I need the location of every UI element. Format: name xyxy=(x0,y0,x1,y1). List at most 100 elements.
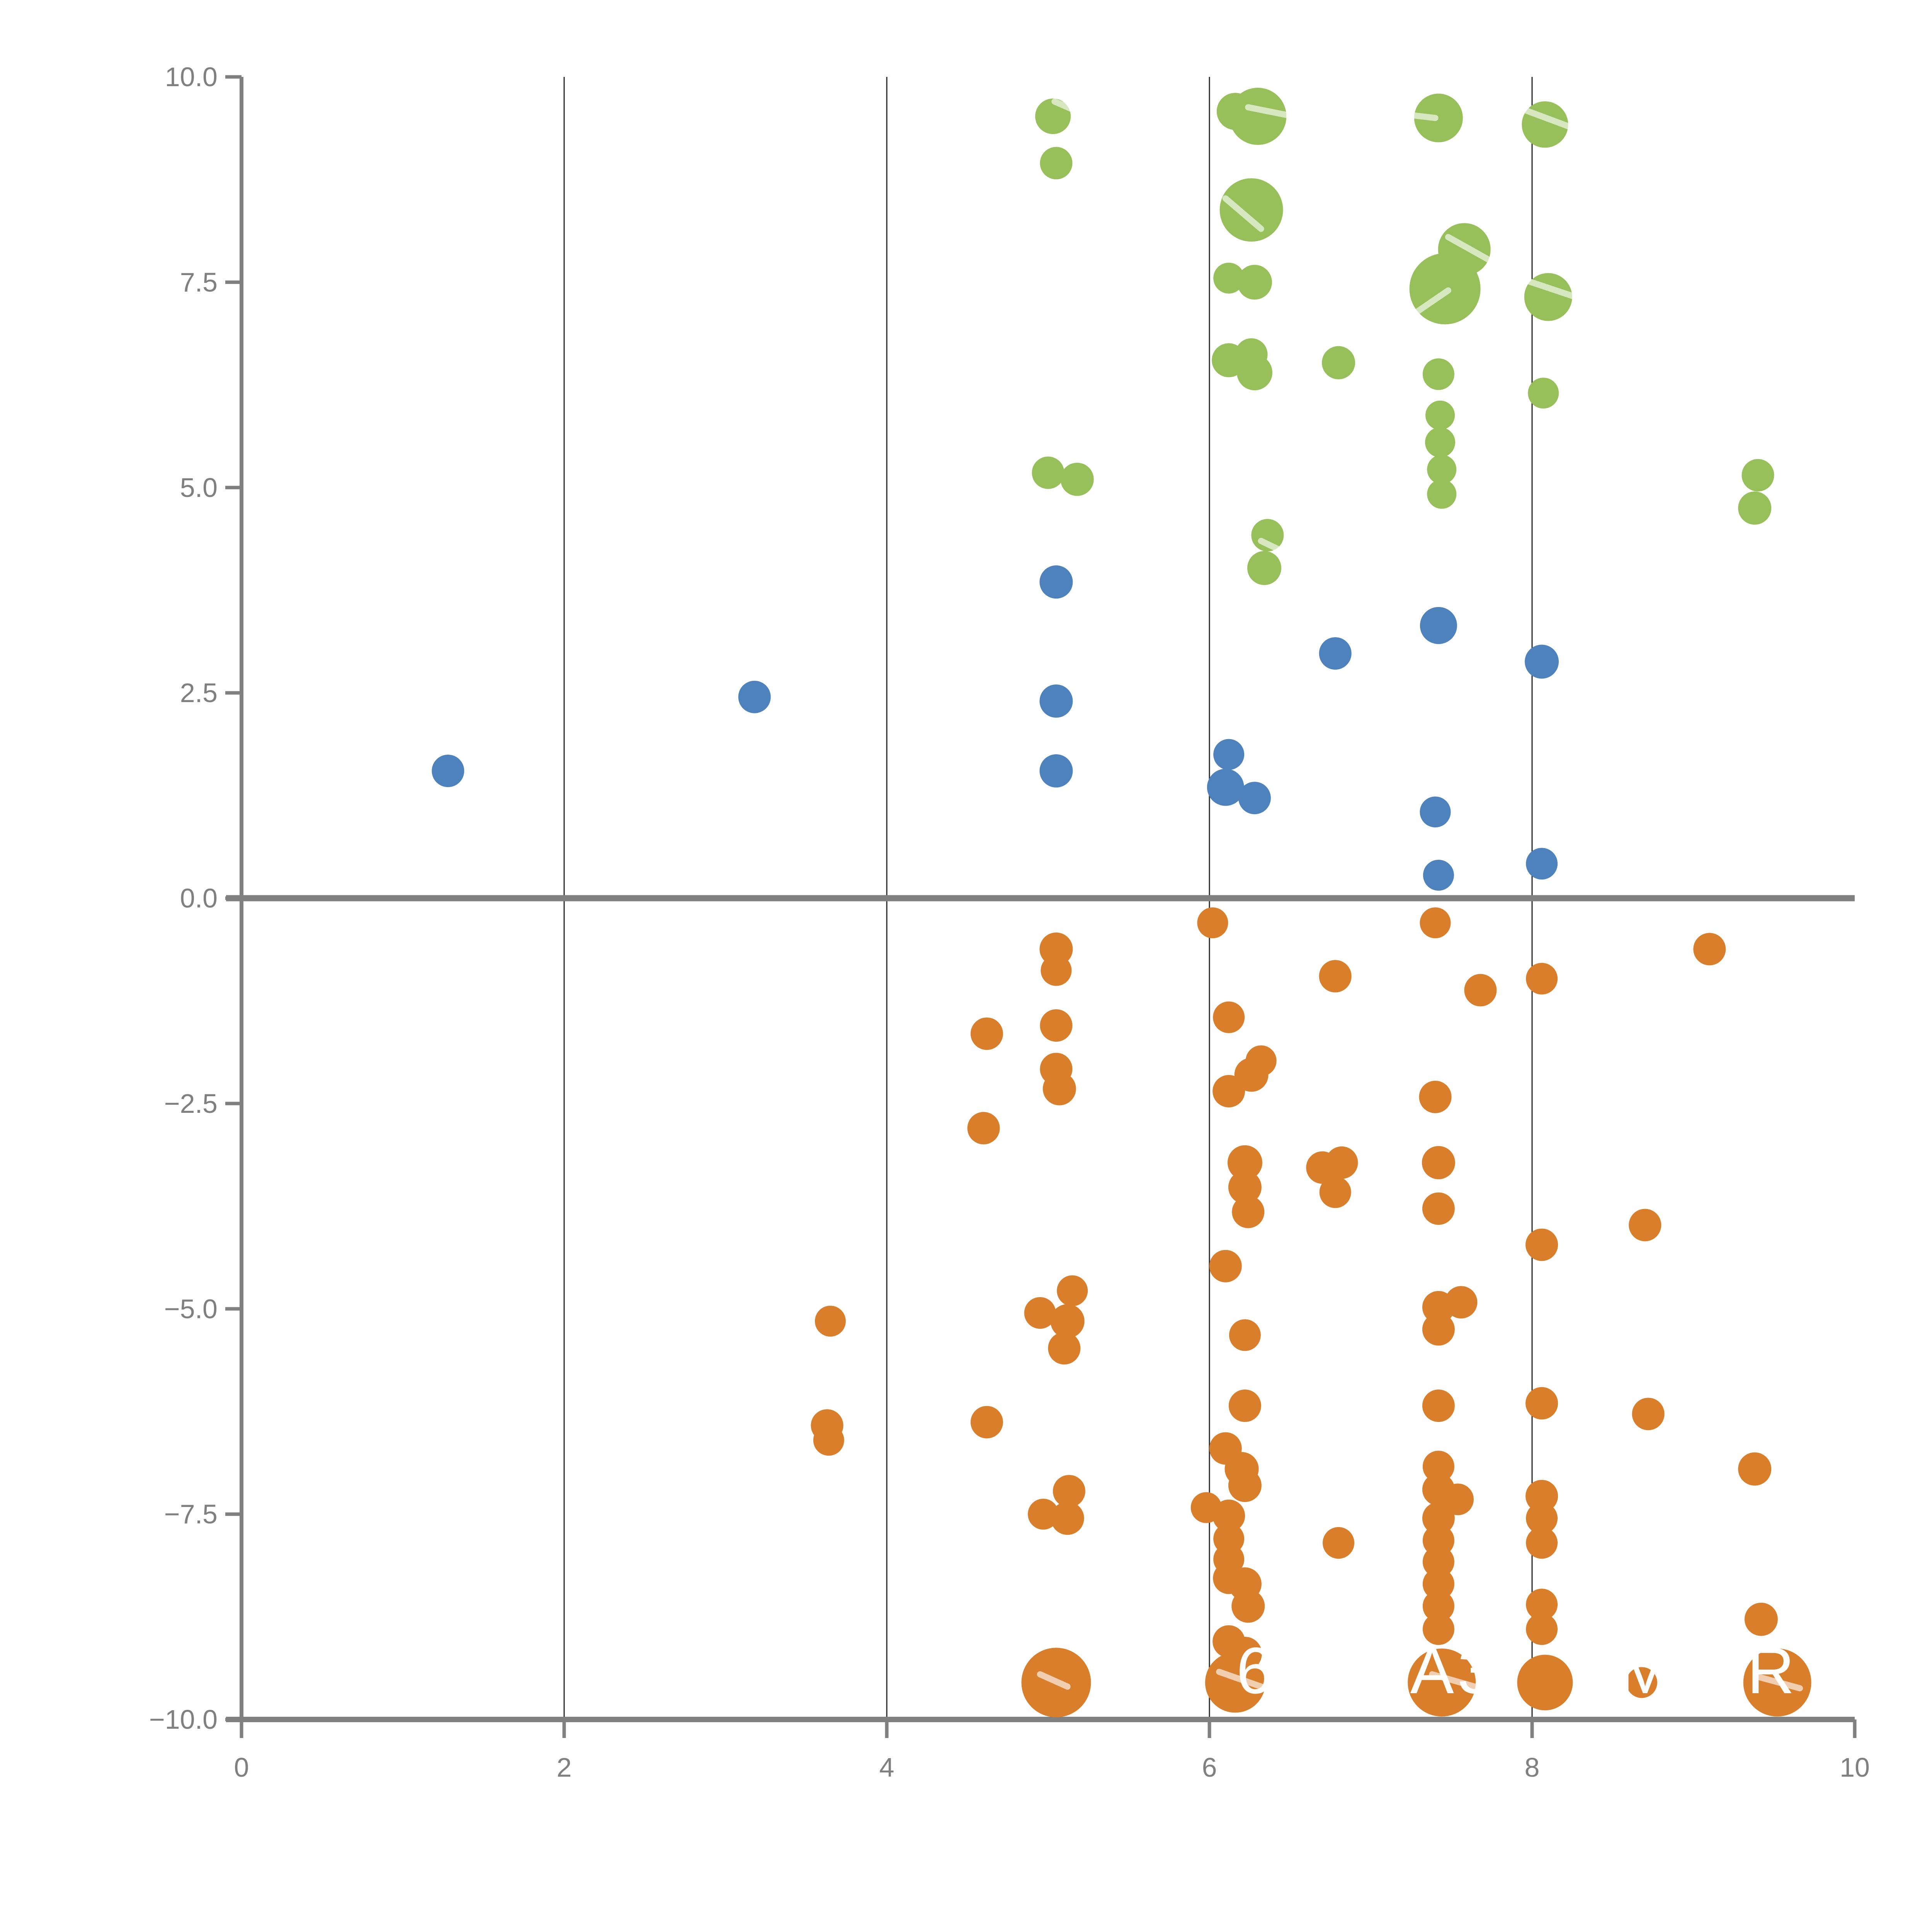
data-point-orange-29[interactable] xyxy=(1228,1389,1261,1422)
data-point-orange-10[interactable] xyxy=(1043,1072,1076,1105)
data-point-orange-66[interactable] xyxy=(1464,974,1497,1007)
data-points-group[interactable] xyxy=(432,88,1811,1718)
data-point-orange-47[interactable] xyxy=(1323,1527,1354,1559)
data-point-blue-1[interactable] xyxy=(738,680,771,713)
data-point-orange-79[interactable] xyxy=(1693,933,1726,966)
data-point-orange-7[interactable] xyxy=(1041,955,1072,986)
data-point-orange-51[interactable] xyxy=(1422,1192,1455,1225)
data-point-green-27[interactable] xyxy=(1738,491,1772,525)
data-point-orange-25[interactable] xyxy=(1228,1170,1262,1204)
data-point-orange-5[interactable] xyxy=(970,1406,1003,1439)
data-point-orange-3[interactable] xyxy=(970,1017,1003,1050)
data-point-orange-73[interactable] xyxy=(1526,1588,1558,1621)
data-point-orange-68[interactable] xyxy=(1526,1228,1558,1261)
data-point-orange-11[interactable] xyxy=(1057,1275,1088,1306)
data-point-orange-0[interactable] xyxy=(815,1306,846,1337)
data-point-orange-69[interactable] xyxy=(1526,1387,1558,1420)
data-point-orange-55[interactable] xyxy=(1422,1389,1455,1422)
data-point-green-13[interactable] xyxy=(1032,456,1065,489)
data-point-orange-42[interactable] xyxy=(1205,1652,1265,1713)
data-point-green-6[interactable] xyxy=(1237,265,1272,300)
data-point-green-22[interactable] xyxy=(1427,479,1457,509)
data-point-orange-46[interactable] xyxy=(1319,1176,1351,1208)
data-point-orange-4[interactable] xyxy=(967,1112,1000,1145)
data-point-orange-64[interactable] xyxy=(1422,1613,1454,1645)
data-point-orange-26[interactable] xyxy=(1232,1196,1265,1228)
data-point-orange-81[interactable] xyxy=(1744,1602,1778,1636)
data-point-blue-13[interactable] xyxy=(1526,848,1558,880)
y-tick-label-7: 7.5 xyxy=(180,267,218,297)
data-point-orange-77[interactable] xyxy=(1632,1398,1665,1430)
data-point-green-15[interactable] xyxy=(1414,94,1463,143)
data-point-orange-76[interactable] xyxy=(1629,1209,1662,1242)
data-point-green-25[interactable] xyxy=(1528,378,1559,409)
data-point-blue-9[interactable] xyxy=(1420,607,1457,644)
data-point-orange-65[interactable] xyxy=(1408,1648,1476,1717)
data-point-orange-8[interactable] xyxy=(1040,1009,1073,1042)
data-point-orange-56[interactable] xyxy=(1422,1451,1454,1483)
data-point-orange-62[interactable] xyxy=(1422,1568,1454,1600)
data-point-orange-78[interactable] xyxy=(1626,1667,1657,1698)
data-point-blue-10[interactable] xyxy=(1420,796,1451,828)
data-point-blue-11[interactable] xyxy=(1423,859,1454,891)
data-point-orange-43[interactable] xyxy=(1319,960,1352,993)
data-point-green-3[interactable] xyxy=(1229,88,1287,145)
data-point-green-19[interactable] xyxy=(1425,400,1455,430)
data-point-orange-23[interactable] xyxy=(1245,1045,1277,1077)
data-point-orange-2[interactable] xyxy=(813,1425,844,1456)
data-point-orange-13[interactable] xyxy=(1050,1304,1085,1338)
data-point-green-21[interactable] xyxy=(1427,454,1457,484)
data-point-orange-28[interactable] xyxy=(1229,1319,1261,1351)
data-point-orange-32[interactable] xyxy=(1228,1469,1262,1502)
data-point-blue-5[interactable] xyxy=(1213,739,1245,770)
data-point-green-12[interactable] xyxy=(1247,551,1281,585)
data-point-orange-54[interactable] xyxy=(1422,1313,1455,1346)
data-point-blue-3[interactable] xyxy=(1039,684,1073,718)
data-point-orange-14[interactable] xyxy=(1048,1332,1081,1365)
data-point-blue-4[interactable] xyxy=(1039,754,1073,788)
data-point-orange-34[interactable] xyxy=(1213,1499,1245,1532)
data-point-blue-8[interactable] xyxy=(1319,637,1352,670)
data-point-orange-39[interactable] xyxy=(1231,1589,1265,1623)
data-point-green-10[interactable] xyxy=(1322,346,1355,379)
data-point-orange-63[interactable] xyxy=(1422,1590,1454,1622)
data-point-orange-17[interactable] xyxy=(1051,1502,1084,1535)
data-point-blue-0[interactable] xyxy=(432,755,464,787)
data-point-orange-70[interactable] xyxy=(1526,1480,1558,1512)
data-point-green-20[interactable] xyxy=(1425,427,1456,457)
data-point-orange-74[interactable] xyxy=(1526,1613,1558,1645)
data-point-orange-20[interactable] xyxy=(1213,1001,1245,1033)
data-point-orange-48[interactable] xyxy=(1420,907,1451,939)
data-point-orange-16[interactable] xyxy=(1027,1498,1059,1530)
data-point-orange-45[interactable] xyxy=(1325,1146,1358,1179)
data-point-orange-24[interactable] xyxy=(1227,1145,1262,1180)
data-point-green-17[interactable] xyxy=(1409,253,1481,325)
data-point-green-18[interactable] xyxy=(1422,358,1454,390)
data-point-orange-72[interactable] xyxy=(1526,1527,1558,1559)
data-point-orange-12[interactable] xyxy=(1024,1297,1056,1329)
data-point-orange-61[interactable] xyxy=(1422,1546,1454,1578)
data-point-green-1[interactable] xyxy=(1040,147,1073,180)
data-point-green-14[interactable] xyxy=(1060,463,1094,496)
data-point-orange-19[interactable] xyxy=(1197,907,1228,939)
data-point-orange-75[interactable] xyxy=(1517,1655,1573,1711)
data-point-green-4[interactable] xyxy=(1219,178,1283,242)
data-point-blue-12[interactable] xyxy=(1525,645,1559,679)
data-point-orange-15[interactable] xyxy=(1053,1475,1085,1508)
data-point-blue-2[interactable] xyxy=(1039,565,1073,599)
data-point-orange-6[interactable] xyxy=(1039,932,1073,966)
data-point-orange-53[interactable] xyxy=(1445,1286,1478,1319)
data-point-orange-49[interactable] xyxy=(1419,1080,1452,1113)
data-point-orange-59[interactable] xyxy=(1422,1502,1455,1535)
data-point-orange-71[interactable] xyxy=(1526,1502,1558,1534)
data-point-blue-7[interactable] xyxy=(1238,782,1271,815)
data-point-green-26[interactable] xyxy=(1742,459,1774,492)
data-point-orange-80[interactable] xyxy=(1738,1452,1772,1486)
data-point-orange-67[interactable] xyxy=(1526,963,1558,995)
data-point-blue-6[interactable] xyxy=(1207,769,1244,806)
data-point-orange-50[interactable] xyxy=(1422,1146,1455,1179)
data-point-orange-27[interactable] xyxy=(1209,1250,1242,1282)
data-point-green-5[interactable] xyxy=(1213,262,1245,294)
data-point-green-9[interactable] xyxy=(1236,355,1272,391)
